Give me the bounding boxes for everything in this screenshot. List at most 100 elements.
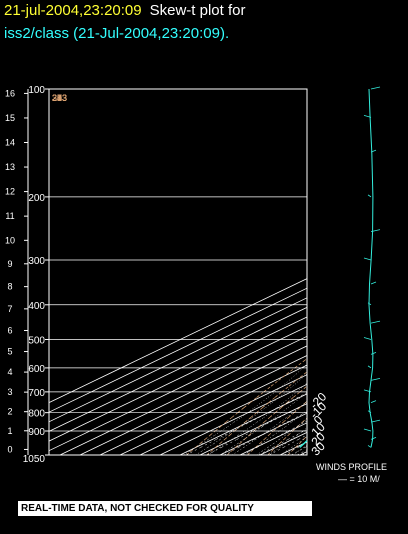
wind-profile xyxy=(363,86,381,448)
height-tick-label: 6 xyxy=(7,325,12,335)
wind-profile-staff xyxy=(368,88,374,448)
dry-adiabat-label: 243 xyxy=(52,93,67,103)
chart-subtitle: iss2/class (21-Jul-2004,23:20:09). xyxy=(4,25,230,42)
dry-adiabat-label: 343 xyxy=(52,93,67,103)
height-tick-label: 8 xyxy=(7,282,12,292)
winds-scale-label: — = 10 M/ xyxy=(338,474,380,484)
dry-adiabat-line xyxy=(206,371,308,456)
isotherm-line xyxy=(48,297,308,423)
isotherm-line xyxy=(119,364,308,456)
height-tick-label: 11 xyxy=(5,211,14,221)
isotherm-line xyxy=(48,307,308,432)
qc-notice: REAL-TIME DATA, NOT CHECKED FOR QUALITY xyxy=(18,501,312,516)
dry-adiabat-label: 283 xyxy=(52,93,67,103)
dry-adiabat-label: 273 xyxy=(52,93,67,103)
isotherm-line xyxy=(99,355,308,456)
dry-adiabat-label: 333 xyxy=(52,93,67,103)
dry-adiabat-label: 253 xyxy=(52,93,67,103)
wind-barb xyxy=(363,257,372,261)
dry-adiabat-label: 263 xyxy=(52,93,67,103)
dry-adiabat-label: 323 xyxy=(52,93,67,103)
isotherm-line xyxy=(79,345,308,456)
axis-ticks xyxy=(24,88,49,456)
moist-adiabat-line xyxy=(183,364,308,456)
wind-barb xyxy=(363,428,372,432)
height-tick-label: 1 xyxy=(7,426,12,436)
pressure-tick-label: 900 xyxy=(28,427,45,438)
wind-barb xyxy=(363,114,372,118)
pressure-tick-label: 400 xyxy=(28,301,45,312)
pressure-tick-label: 700 xyxy=(28,388,45,399)
isotherm-line xyxy=(48,287,308,413)
wind-barb xyxy=(367,194,372,198)
isotherm-line xyxy=(48,278,308,403)
height-tick-label: 7 xyxy=(7,304,12,314)
height-tick-label: 12 xyxy=(5,187,15,197)
pressure-tick-label: 800 xyxy=(28,409,45,420)
dry-adiabat-line xyxy=(186,358,308,456)
height-tick-label: 3 xyxy=(7,387,12,397)
pressure-tick-label: 100 xyxy=(28,85,45,96)
dry-adiabat-label: 313 xyxy=(52,93,67,103)
moist-adiabat-line xyxy=(207,382,308,456)
height-tick-label: 13 xyxy=(5,162,15,172)
plot-border xyxy=(48,88,308,456)
pressure-tick-label: 300 xyxy=(28,256,45,267)
isotherm-line xyxy=(179,393,308,456)
wind-barb xyxy=(367,365,372,369)
mixing-ratio-line xyxy=(185,392,308,456)
moist-adiabats xyxy=(183,364,308,456)
isotherm-line xyxy=(259,432,308,456)
pressure-levels xyxy=(49,196,307,432)
height-tick-label: 10 xyxy=(5,235,15,245)
isotherm-line xyxy=(219,412,308,456)
plot-frame xyxy=(27,88,308,456)
wind-barb xyxy=(370,320,381,324)
moist-adiabat-line xyxy=(292,444,308,456)
mixing-ratio-line xyxy=(296,449,308,456)
wind-barb xyxy=(367,302,372,306)
pressure-tick-label: 200 xyxy=(28,193,45,204)
wind-barb xyxy=(370,400,377,403)
moist-adiabat-line xyxy=(219,392,308,456)
isotherm-line xyxy=(48,316,308,442)
height-tick-label: 2 xyxy=(7,407,12,417)
chart-title: 21-jul-2004,23:20:09 Skew-t plot for xyxy=(4,2,245,19)
title-timestamp: 21-jul-2004,23:20:09 xyxy=(4,2,142,19)
isotherm-line xyxy=(299,451,308,456)
wind-barb xyxy=(363,337,372,340)
height-tick-label: 9 xyxy=(7,259,12,269)
title-plot-label: Skew-t plot for xyxy=(149,2,246,19)
wind-barb xyxy=(370,419,381,423)
pressure-tick-label: 500 xyxy=(28,336,45,347)
wind-barb xyxy=(370,86,381,90)
dry-adiabat-label: 293 xyxy=(52,93,67,103)
height-tick-label: 5 xyxy=(7,347,12,357)
axis-labels: 1002003004005006007008009001050012345678… xyxy=(5,85,329,465)
dry-adiabat-line xyxy=(287,435,308,456)
moist-adiabat-line xyxy=(256,418,308,456)
height-tick-label: 16 xyxy=(5,88,15,98)
wind-barb xyxy=(367,445,372,448)
dewpoint-trace xyxy=(299,440,308,448)
dry-adiabat-line xyxy=(267,417,308,456)
dry-adiabat-line xyxy=(226,385,308,456)
dry-adiabat-label: 303 xyxy=(52,93,67,103)
moist-adiabat-line xyxy=(268,427,308,456)
wind-barb xyxy=(363,389,372,393)
height-tick-label: 14 xyxy=(5,138,15,148)
isotherm-line xyxy=(59,335,308,456)
height-tick-label: 4 xyxy=(7,367,12,377)
wind-barb xyxy=(370,437,377,440)
isotherm-line xyxy=(139,374,308,456)
wind-barb xyxy=(370,281,377,285)
pressure-tick-label: 1050 xyxy=(23,454,46,465)
wind-barb xyxy=(370,149,377,153)
height-tick-label: 15 xyxy=(5,113,15,123)
wind-barb xyxy=(370,351,377,355)
moist-adiabat-line xyxy=(195,373,308,456)
wind-barb xyxy=(370,377,381,381)
isotherm-line xyxy=(48,326,308,452)
height-tick-label: 0 xyxy=(7,444,12,454)
